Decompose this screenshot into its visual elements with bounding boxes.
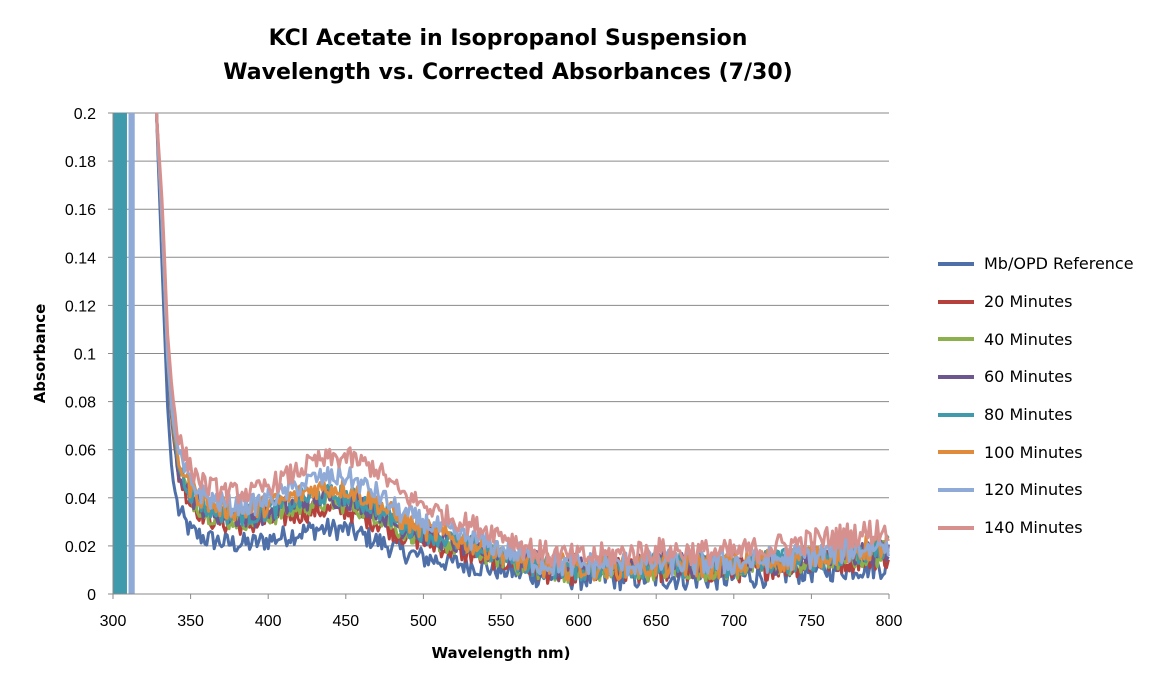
- y-tick-label: 0.04: [65, 491, 96, 508]
- legend-label: 20 Minutes: [984, 292, 1073, 312]
- x-tick-label: 600: [565, 613, 592, 630]
- y-tick-label: 0.08: [65, 395, 96, 412]
- legend-item: Mb/OPD Reference: [938, 245, 1134, 283]
- x-tick-label: 750: [798, 613, 825, 630]
- legend-swatch: [938, 450, 974, 455]
- series-lines: [155, 112, 890, 592]
- legend-label: 40 Minutes: [984, 329, 1073, 349]
- legend-label: 140 Minutes: [984, 518, 1083, 538]
- y-tick-label: 0.02: [65, 539, 96, 556]
- y-tick-label: 0: [87, 587, 96, 604]
- tick-labels: 300 350 400 450 500 550 600 650 700 750 800 0 0.02 0.…: [65, 106, 903, 630]
- left-edge-bars: [113, 113, 135, 594]
- y-tick-label: 0.1: [74, 347, 96, 364]
- gridlines: [113, 112, 889, 595]
- legend-label: 60 Minutes: [984, 367, 1073, 387]
- y-axis-label: Absorbance: [31, 304, 49, 404]
- y-tick-label: 0.06: [65, 443, 96, 460]
- chart-title-line1: KCl Acetate in Isopropanol Suspension: [268, 26, 748, 51]
- legend-swatch: [938, 337, 974, 342]
- chart-title-line2: Wavelength vs. Corrected Absorbances (7/…: [223, 60, 793, 85]
- legend-swatch: [938, 412, 974, 417]
- legend-item: 40 Minutes: [938, 320, 1134, 358]
- legend-label: Mb/OPD Reference: [984, 254, 1134, 274]
- x-tick-label: 550: [488, 613, 515, 630]
- chart-title: KCl Acetate in Isopropanol Suspension Wa…: [0, 22, 1016, 90]
- legend-swatch: [938, 261, 974, 266]
- legend-label: 120 Minutes: [984, 480, 1083, 500]
- edge-bar-1: [128, 113, 135, 594]
- y-tick-label: 0.16: [65, 202, 96, 219]
- legend-swatch: [938, 374, 974, 379]
- y-tick-label: 0.12: [65, 298, 96, 315]
- x-tick-label: 350: [177, 613, 204, 630]
- legend-item: 20 Minutes: [938, 283, 1134, 321]
- legend-item: 60 Minutes: [938, 358, 1134, 396]
- legend-item: 140 Minutes: [938, 509, 1134, 547]
- y-tick-label: 0.18: [65, 154, 96, 171]
- x-tick-label: 800: [876, 613, 903, 630]
- x-tick-label: 500: [410, 613, 437, 630]
- x-tick-label: 400: [255, 613, 282, 630]
- edge-bar-0: [113, 113, 127, 594]
- legend: Mb/OPD Reference 20 Minutes 40 Minutes 60 M…: [938, 245, 1134, 547]
- series-line-7: [155, 112, 890, 568]
- x-tick-label: 450: [332, 613, 359, 630]
- y-tick-label: 0.14: [65, 250, 96, 267]
- legend-swatch: [938, 525, 974, 530]
- legend-label: 100 Minutes: [984, 442, 1083, 462]
- x-axis-label: Wavelength nm): [431, 644, 570, 662]
- x-tick-label: 700: [720, 613, 747, 630]
- series-line-5: [155, 112, 890, 582]
- legend-label: 80 Minutes: [984, 405, 1073, 425]
- legend-item: 120 Minutes: [938, 471, 1134, 509]
- axes: [108, 112, 890, 599]
- y-tick-label: 0.2: [74, 106, 96, 123]
- legend-swatch: [938, 299, 974, 304]
- legend-item: 100 Minutes: [938, 433, 1134, 471]
- legend-item: 80 Minutes: [938, 396, 1134, 434]
- x-tick-label: 300: [100, 613, 127, 630]
- x-tick-label: 650: [643, 613, 670, 630]
- legend-swatch: [938, 487, 974, 492]
